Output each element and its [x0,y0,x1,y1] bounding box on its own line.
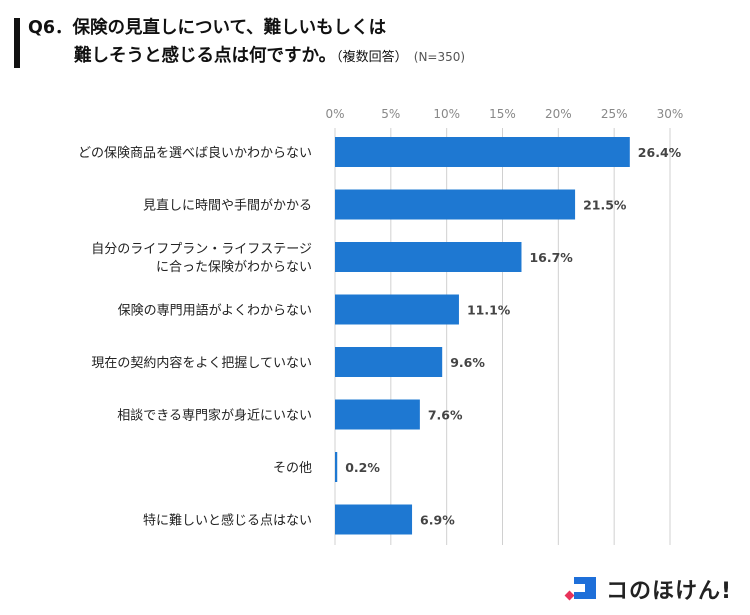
x-tick-label: 10% [433,107,460,121]
bar [335,452,338,482]
logo-mark-icon [564,575,598,603]
data-label: 6.9% [420,513,455,528]
bar [335,347,443,377]
data-label: 21.5% [583,198,627,213]
data-label: 26.4% [638,145,682,160]
category-label: 見直しに時間や手間がかかる [143,199,312,214]
bar [335,504,413,535]
title-line-1: Q6．保険の見直しについて、難しいもしくは [28,18,387,38]
data-label: 16.7% [529,250,573,265]
logo-text: コのほけん! [605,579,732,604]
category-label: 相談できる専門家が身近にいない [117,408,312,424]
bar [335,137,630,167]
x-tick-label: 30% [657,107,684,121]
data-label: 7.6% [428,408,463,423]
brand-logo: コのほけん! [564,573,732,605]
bar [335,399,420,430]
x-tick-label: 0% [325,107,344,121]
title-accent-bar [14,18,20,68]
category-label: に合った保険がわからない [156,260,312,275]
x-tick-label: 15% [489,107,516,121]
category-label: 特に難しいと感じる点はない [143,513,312,529]
title-line-2: 難しそうと感じる点は何ですか。 [74,46,337,66]
data-label: 0.2% [345,460,380,475]
data-label: 11.1% [467,303,511,318]
category-label: 保険の専門用語がよくわからない [118,303,312,319]
sample-size: (N=350) [413,50,466,64]
chart-title: Q6．保険の見直しについて、難しいもしくは 難しそうと感じる点は何ですか。（複数… [28,14,465,72]
x-tick-label: 5% [381,107,400,121]
x-tick-label: 20% [545,107,572,121]
category-label: どの保険商品を選べば良いかわからない [78,145,312,161]
category-label: 自分のライフプラン・ライフステージ [91,242,312,257]
title-note: （複数回答） [336,50,408,65]
category-label: 現在の契約内容をよく把握していない [91,355,312,371]
category-label: その他 [273,461,312,476]
bar [335,189,576,220]
bar [335,242,522,272]
data-label: 9.6% [450,355,485,370]
bar [335,294,459,325]
x-tick-label: 25% [601,107,628,121]
